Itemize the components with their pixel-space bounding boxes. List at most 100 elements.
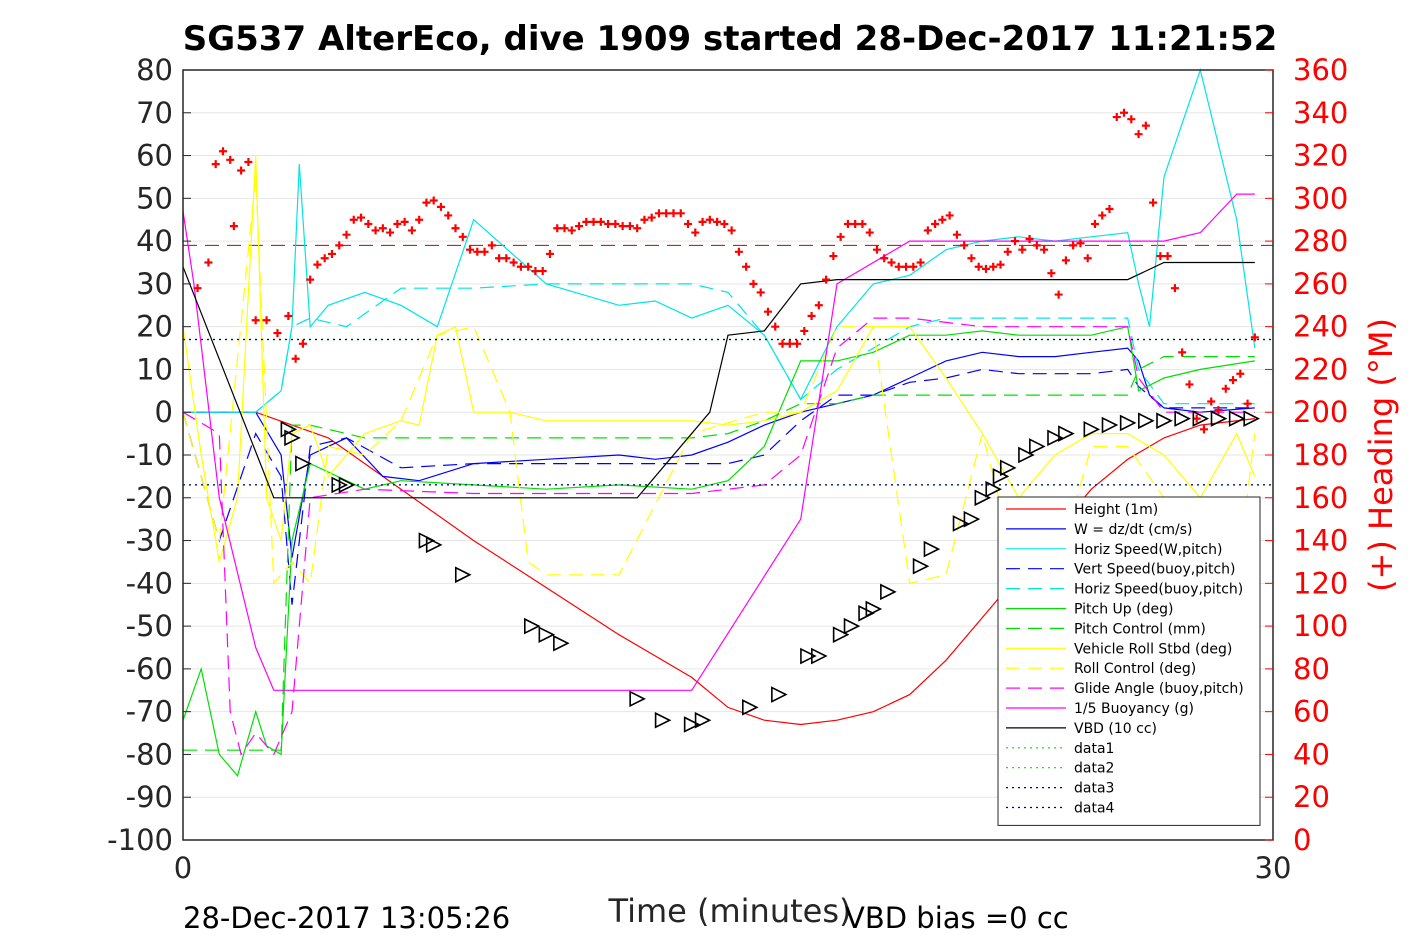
heading-point xyxy=(371,226,380,235)
heading-point xyxy=(495,254,504,263)
left-tick-label: -60 xyxy=(126,652,173,686)
heading-point xyxy=(814,301,823,310)
heading-point xyxy=(306,275,315,284)
legend-label: 1/5 Buoyancy (g) xyxy=(1074,701,1194,717)
triangle-marker xyxy=(1047,429,1064,447)
right-tick-label: 360 xyxy=(1293,53,1348,87)
left-tick-label: -50 xyxy=(126,609,173,643)
triangle-marker xyxy=(912,557,930,575)
heading-point xyxy=(1061,256,1070,265)
heading-point xyxy=(916,258,925,267)
legend-label: data2 xyxy=(1074,761,1114,777)
heading-point xyxy=(244,157,253,166)
left-tick-label: -80 xyxy=(126,737,173,771)
heading-point xyxy=(538,267,547,276)
heading-point xyxy=(618,222,627,231)
heading-point xyxy=(1011,237,1020,246)
heading-points xyxy=(193,108,1259,434)
heading-point xyxy=(327,249,336,258)
legend-label: Horiz Speed(buoy,pitch) xyxy=(1074,582,1243,598)
triangle-marker xyxy=(1174,410,1191,427)
heading-point xyxy=(415,215,424,224)
triangle-marker xyxy=(1210,410,1228,427)
triangle-marker xyxy=(811,647,828,665)
legend-label: Height (1m) xyxy=(1074,502,1158,518)
triangle-markers xyxy=(280,410,1260,733)
left-tick-label: 0 xyxy=(155,395,173,429)
right-tick-label: 0 xyxy=(1293,823,1311,857)
heading-point xyxy=(611,220,620,228)
triangle-marker xyxy=(1119,414,1137,432)
series-group xyxy=(182,67,1273,778)
left-tick-label: 60 xyxy=(136,139,173,173)
heading-point xyxy=(1207,397,1216,406)
legend-label: Horiz Speed(W,pitch) xyxy=(1074,542,1222,558)
triangle-marker xyxy=(538,626,556,643)
x-tick-label: 30 xyxy=(1255,851,1292,885)
heading-point xyxy=(1069,241,1078,250)
heading-point xyxy=(436,202,445,211)
right-tick-label: 20 xyxy=(1293,780,1330,814)
heading-point xyxy=(320,254,329,263)
heading-point xyxy=(756,288,765,297)
heading-point xyxy=(691,228,700,237)
heading-point xyxy=(1083,254,1092,263)
heading-point xyxy=(843,220,852,228)
right-tick-label: 320 xyxy=(1293,139,1348,173)
legend-label: data1 xyxy=(1074,741,1114,757)
right-tick-label: 80 xyxy=(1293,652,1330,686)
heading-point xyxy=(451,224,460,233)
heading-point xyxy=(633,224,642,233)
heading-point xyxy=(662,209,671,218)
heading-point xyxy=(1199,425,1208,434)
heading-point xyxy=(567,226,576,235)
heading-point xyxy=(647,213,656,222)
series-line-3 xyxy=(182,368,1255,605)
triangle-marker xyxy=(295,455,312,472)
right-tick-label: 180 xyxy=(1293,438,1348,472)
heading-point xyxy=(669,209,678,218)
heading-point xyxy=(502,254,511,263)
triangle-marker xyxy=(742,699,759,716)
heading-point xyxy=(923,226,932,235)
heading-point xyxy=(894,262,903,271)
heading-point xyxy=(335,241,344,250)
left-tick-label: 10 xyxy=(136,352,173,386)
heading-point xyxy=(273,329,282,338)
heading-point xyxy=(902,262,911,271)
heading-point xyxy=(1149,198,1158,207)
left-tick-label: -30 xyxy=(126,524,173,558)
heading-point xyxy=(742,262,751,271)
right-tick-label: 140 xyxy=(1293,524,1348,558)
heading-point xyxy=(1076,239,1085,248)
heading-point xyxy=(974,262,983,271)
heading-point xyxy=(771,322,780,331)
heading-point xyxy=(509,258,518,267)
triangle-marker xyxy=(1083,421,1101,438)
heading-point xyxy=(218,147,227,156)
heading-point xyxy=(1141,121,1150,130)
x-axis: 0 30 xyxy=(174,832,1292,885)
heading-point xyxy=(596,217,605,226)
heading-point xyxy=(1105,205,1114,214)
triangle-marker xyxy=(694,711,712,729)
triangle-marker xyxy=(985,480,1003,498)
triangle-marker xyxy=(923,540,941,558)
triangle-marker xyxy=(1138,412,1155,430)
heading-point xyxy=(524,262,533,271)
heading-point xyxy=(604,220,613,228)
heading-point xyxy=(1025,234,1034,243)
heading-point xyxy=(967,254,976,263)
heading-point xyxy=(887,258,896,267)
x-axis-label: Time (minutes) xyxy=(608,892,852,930)
heading-point xyxy=(349,215,358,224)
right-tick-label: 60 xyxy=(1293,695,1330,729)
triangle-marker xyxy=(1101,416,1119,434)
heading-point xyxy=(763,307,772,316)
heading-point xyxy=(851,220,860,228)
heading-point xyxy=(298,339,307,348)
triangle-marker xyxy=(843,617,861,635)
right-tick-label: 300 xyxy=(1293,181,1348,215)
left-tick-label: 50 xyxy=(136,181,173,215)
triangle-marker xyxy=(1029,438,1046,455)
